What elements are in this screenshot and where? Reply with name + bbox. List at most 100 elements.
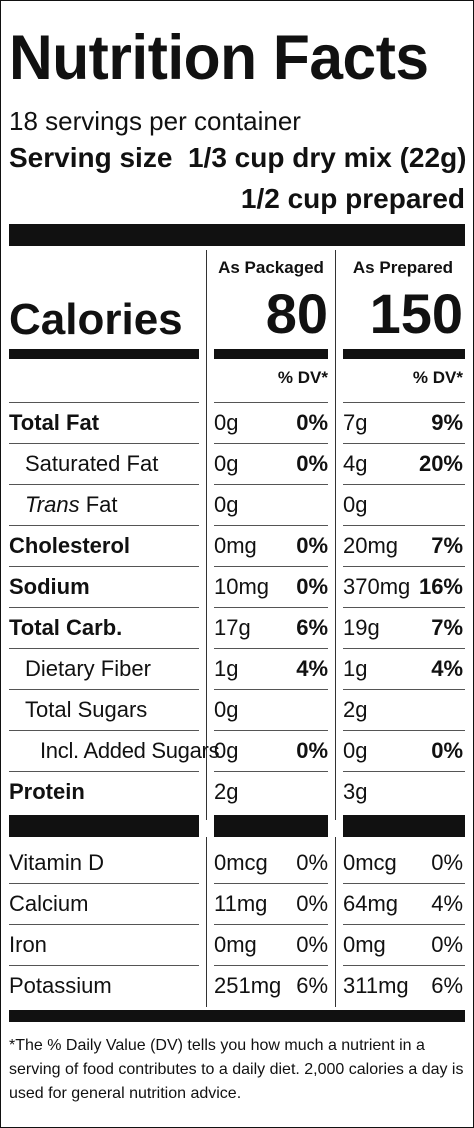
packaged-dv: 0% — [296, 533, 328, 558]
nutrient-name: Protein — [9, 779, 85, 804]
row-line-prepared — [343, 648, 465, 649]
vitamin-line-prepared — [343, 924, 465, 925]
nutrient-name-rest: Fat — [79, 492, 118, 517]
row-line-left — [9, 525, 199, 526]
calories-packaged: 80 — [265, 282, 328, 345]
column-divider-2 — [335, 250, 336, 820]
row-line-packaged — [214, 443, 328, 444]
packaged-amount: 0g — [214, 492, 239, 517]
row-line-left — [9, 607, 199, 608]
row-line-prepared — [343, 607, 465, 608]
label-title: Nutrition Facts — [9, 23, 429, 93]
vitamin-line-packaged — [214, 924, 328, 925]
packaged-amount: 2g — [214, 779, 239, 804]
vitamin-name: Iron — [9, 932, 47, 957]
row-line-left — [9, 689, 199, 690]
prepared-amount: 1g — [343, 656, 368, 681]
row-line-packaged — [214, 525, 328, 526]
row-line-packaged — [214, 607, 328, 608]
vitamin-line-packaged — [214, 883, 328, 884]
prepared-dv: 20% — [418, 451, 463, 476]
packaged-dv: 0% — [296, 574, 328, 599]
row-line-left — [9, 648, 199, 649]
vitamin-packaged-dv: 0% — [296, 850, 328, 875]
row-line-prepared — [343, 402, 465, 403]
packaged-amount: 0g — [214, 410, 239, 435]
calories-prepared: 150 — [369, 282, 463, 345]
serving-size-label: Serving size — [9, 142, 173, 173]
calories-label: Calories — [9, 295, 183, 344]
calories-bar-prepared — [343, 349, 465, 359]
thick-divider-top — [9, 224, 465, 246]
thick-divider-vitamins-packaged — [214, 815, 328, 837]
col-header-prepared: As Prepared — [352, 258, 454, 277]
row-line-prepared — [343, 484, 465, 485]
vitamin-name: Vitamin D — [9, 850, 104, 875]
packaged-amount: 10mg — [214, 574, 270, 599]
vitamin-line-prepared — [343, 883, 465, 884]
vitamin-name: Potassium — [9, 973, 112, 998]
vitamin-packaged-amount: 0mcg — [214, 850, 268, 875]
vitamin-prepared-dv: 0% — [431, 850, 463, 875]
vitamin-prepared-dv: 0% — [431, 932, 463, 957]
row-line-prepared — [343, 730, 465, 731]
nutrient-name: Incl. Added Sugars — [40, 738, 220, 763]
nutrient-name: Cholesterol — [9, 533, 131, 558]
vitamin-packaged-amount: 251mg — [214, 973, 282, 998]
column-divider-1 — [206, 250, 207, 820]
vitamin-packaged-amount: 0mg — [214, 932, 257, 957]
vitamin-prepared-amount: 64mg — [343, 891, 399, 916]
row-line-prepared — [343, 689, 465, 690]
row-line-packaged — [214, 730, 328, 731]
vitamin-packaged-dv: 6% — [296, 973, 328, 998]
footnote-divider — [9, 1010, 465, 1022]
packaged-dv: 4% — [296, 656, 328, 681]
nutrient-name: Total Sugars — [25, 697, 148, 722]
nutrient-name: Total Carb. — [9, 615, 123, 640]
nutrient-name: Total Fat — [9, 410, 100, 435]
row-line-left — [9, 730, 199, 731]
calories-bar-left — [9, 349, 199, 359]
column-divider-1-lower — [206, 837, 207, 1007]
packaged-dv: 6% — [296, 615, 328, 640]
row-line-left — [9, 484, 199, 485]
column-divider-2-lower — [335, 837, 336, 1007]
row-line-left — [9, 771, 199, 772]
packaged-amount: 1g — [214, 656, 239, 681]
vitamin-line-packaged — [214, 965, 328, 966]
dv-header-prepared: % DV* — [412, 368, 463, 387]
nutrient-name: Sodium — [9, 574, 90, 599]
vitamin-line-left — [9, 965, 199, 966]
vitamin-prepared-amount: 0mcg — [343, 850, 397, 875]
serving-size-prepared: 1/2 cup prepared — [240, 183, 465, 214]
prepared-dv: 7% — [431, 533, 463, 558]
calories-bar-packaged — [214, 349, 328, 359]
vitamin-packaged-dv: 0% — [296, 932, 328, 957]
prepared-dv: 9% — [431, 410, 463, 435]
prepared-amount: 0g — [343, 492, 368, 517]
vitamin-prepared-dv: 4% — [431, 891, 463, 916]
row-line-left — [9, 402, 199, 403]
packaged-dv: 0% — [296, 410, 328, 435]
packaged-amount: 0g — [214, 451, 239, 476]
prepared-amount: 370mg — [343, 574, 411, 599]
row-line-prepared — [343, 566, 465, 567]
vitamin-prepared-amount: 0mg — [343, 932, 386, 957]
servings-per-container: 18 servings per container — [9, 106, 301, 136]
packaged-amount: 0g — [214, 697, 239, 722]
thick-divider-vitamins-left — [9, 815, 199, 837]
row-line-packaged — [214, 648, 328, 649]
packaged-dv: 0% — [296, 738, 328, 763]
vitamin-packaged-dv: 0% — [296, 891, 328, 916]
row-line-prepared — [343, 525, 465, 526]
dv-header-packaged: % DV* — [277, 368, 328, 387]
vitamin-prepared-amount: 311mg — [343, 973, 409, 998]
serving-size-value: 1/3 cup dry mix (22g) — [187, 142, 467, 173]
prepared-amount: 4g — [343, 451, 368, 476]
prepared-amount: 19g — [343, 615, 380, 640]
row-line-packaged — [214, 402, 328, 403]
row-line-left — [9, 566, 199, 567]
vitamin-prepared-dv: 6% — [431, 973, 463, 998]
nutrient-name-italic: Trans — [25, 492, 80, 517]
vitamin-packaged-amount: 11mg — [214, 891, 268, 916]
